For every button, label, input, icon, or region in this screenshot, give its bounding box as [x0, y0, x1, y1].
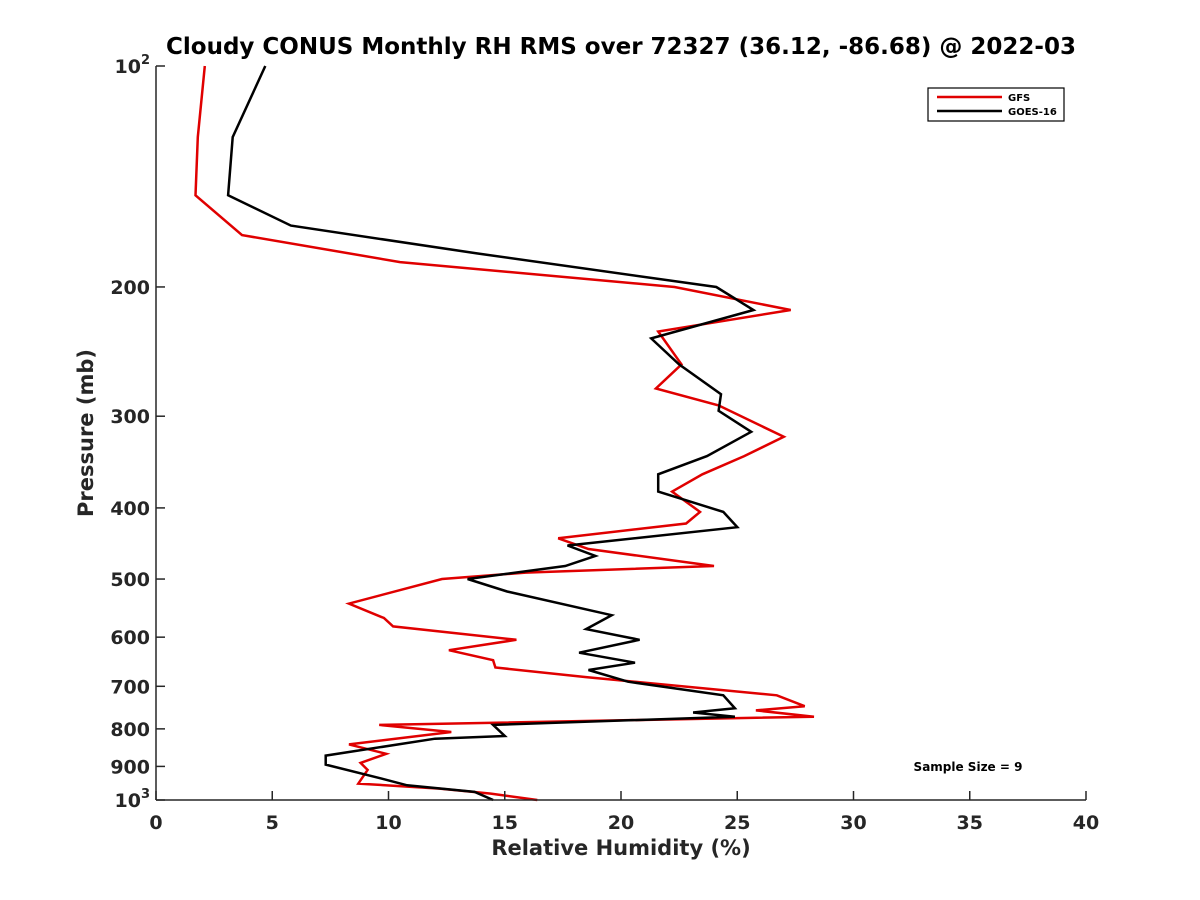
y-tick-label: 102	[115, 53, 151, 78]
y-tick-label: 400	[110, 498, 150, 520]
y-tick-label: 500	[110, 569, 150, 591]
y-axis-label: Pressure (mb)	[74, 349, 98, 517]
x-tick-label: 0	[149, 812, 162, 834]
x-tick-label: 20	[608, 812, 634, 834]
x-tick-label: 10	[375, 812, 401, 834]
series-line-gfs	[194, 65, 815, 802]
legend: GFS GOES-16	[927, 87, 1065, 122]
chart-title: Cloudy CONUS Monthly RH RMS over 72327 (…	[166, 34, 1076, 60]
x-axis-label: Relative Humidity (%)	[491, 836, 750, 860]
x-tick-label: 25	[724, 812, 750, 834]
plot-area: 0 5 10 15 20 25 30 35 40 102 200 300 400 500 600 700 800…	[110, 53, 1099, 834]
y-tick-label: 800	[110, 719, 150, 741]
x-tick-label: 35	[957, 812, 983, 834]
y-tick-label: 700	[110, 676, 150, 698]
y-tick-label: 300	[110, 406, 150, 428]
y-tick-label: 600	[110, 627, 150, 649]
sample-size-annotation: Sample Size = 9	[914, 760, 1023, 774]
series-line-goes-16	[226, 65, 757, 802]
y-tick-label: 103	[115, 787, 151, 812]
x-tick-label: 30	[840, 812, 866, 834]
y-tick-label: 900	[110, 756, 150, 778]
legend-box	[927, 87, 1065, 122]
x-tick-label: 15	[492, 812, 518, 834]
x-tick-label: 5	[266, 812, 279, 834]
legend-label: GOES-16	[1008, 107, 1057, 118]
x-tick-label: 40	[1073, 812, 1099, 834]
y-tick-label: 200	[110, 277, 150, 299]
legend-label: GFS	[1008, 93, 1030, 104]
